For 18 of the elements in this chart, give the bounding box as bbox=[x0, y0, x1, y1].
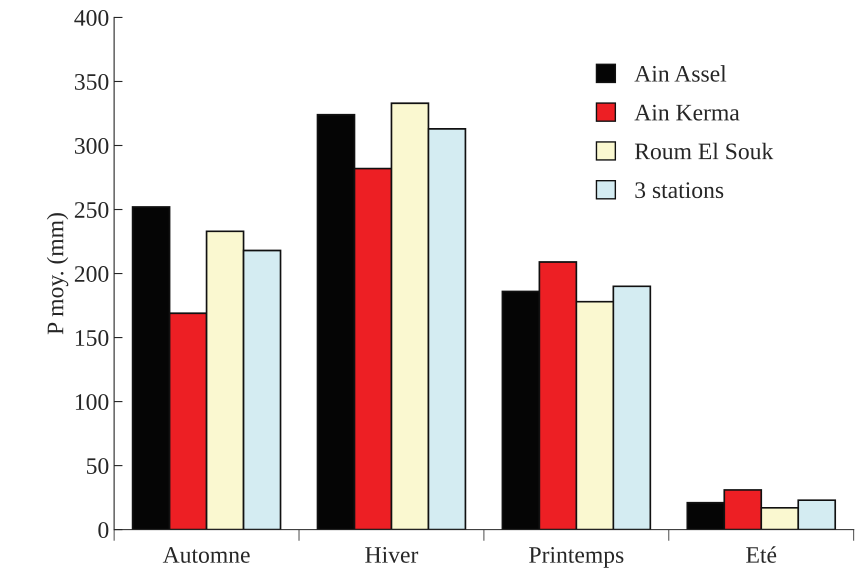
y-tick-label: 200 bbox=[74, 266, 108, 282]
x-tick-label: Automne bbox=[162, 547, 250, 563]
y-tick-label: 350 bbox=[74, 74, 108, 90]
y-tick-label: 100 bbox=[76, 394, 108, 410]
x-tick-label: Hiver bbox=[365, 547, 418, 563]
y-tick-label: 250 bbox=[74, 202, 108, 218]
legend-label: Ain Assel bbox=[634, 65, 726, 82]
x-tick-label: Eté bbox=[746, 546, 776, 563]
y-axis-title: P moy. (mm) bbox=[46, 213, 68, 334]
y-tick-label: 0 bbox=[98, 522, 108, 538]
legend-label: Roum El Souk bbox=[634, 142, 774, 160]
y-tick-label: 400 bbox=[74, 10, 108, 26]
y-tick-label: 150 bbox=[76, 330, 108, 346]
y-tick-label: 300 bbox=[74, 138, 108, 154]
y-tick-label: 50 bbox=[87, 458, 108, 474]
x-tick-label: Printemps bbox=[529, 547, 624, 568]
legend-label: Ain Kerma bbox=[634, 104, 740, 121]
legend-label: 3 stations bbox=[635, 182, 724, 198]
